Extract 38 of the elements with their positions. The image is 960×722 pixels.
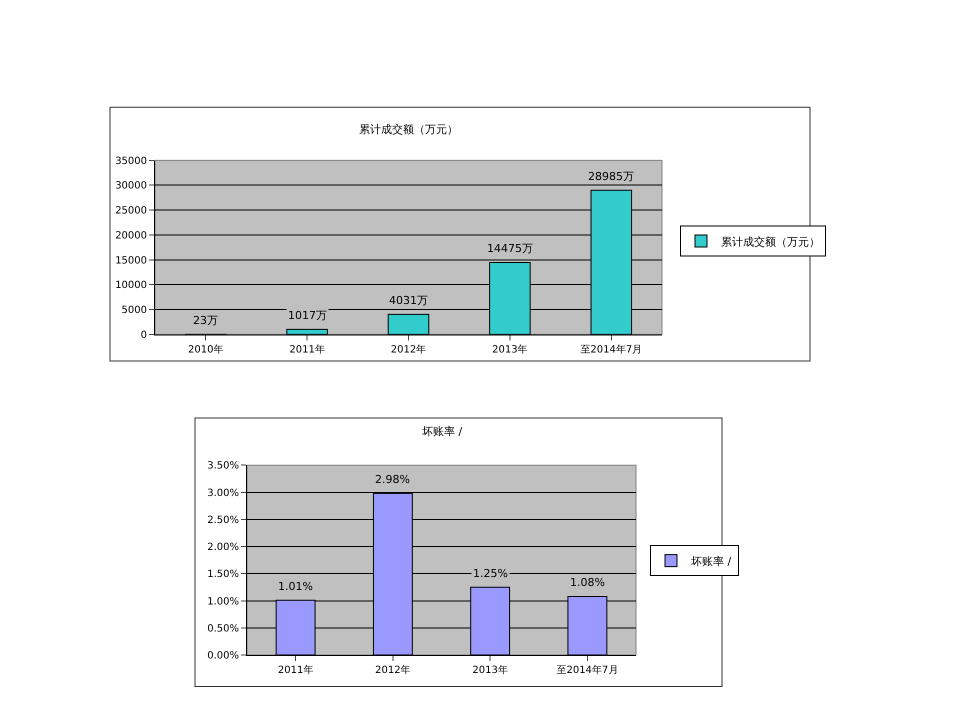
y-tick-label: 0.00%	[207, 650, 239, 662]
x-tick-label: 2011年	[289, 343, 325, 356]
legend-label: 累计成交额（万元）	[721, 235, 820, 248]
y-tick-label: 2.50%	[207, 514, 239, 526]
y-tick-label: 30000	[115, 180, 147, 192]
y-tick-label: 15000	[115, 255, 147, 266]
y-tick-label: 1.50%	[207, 569, 239, 580]
x-tick-label: 至2014年7月	[556, 664, 618, 676]
x-tick-label: 2011年	[278, 664, 314, 676]
y-tick-label: 5000	[122, 305, 147, 316]
y-tick-label: 1.00%	[207, 596, 239, 608]
y-tick-label: 2.00%	[207, 542, 239, 554]
data-label: 1017万	[288, 309, 327, 322]
data-label: 23万	[193, 314, 218, 327]
chart-title: 累计成交额（万元）	[359, 123, 458, 136]
data-label: 1.01%	[278, 580, 313, 593]
x-tick-label: 2010年	[188, 343, 224, 356]
data-label: 28985万	[588, 170, 634, 183]
y-tick-label: 3.00%	[207, 488, 239, 499]
y-tick-label: 25000	[115, 206, 147, 217]
y-tick-label: 0	[140, 330, 147, 341]
data-label: 1.25%	[473, 567, 508, 580]
legend-label: 坏账率 /	[690, 554, 732, 568]
x-tick-label: 2012年	[390, 343, 426, 356]
x-tick-label: 2013年	[472, 664, 508, 676]
chart-title: 坏账率 /	[421, 425, 462, 438]
x-tick-label: 2012年	[375, 664, 411, 676]
y-tick-label: 3.50%	[207, 460, 239, 472]
x-tick-label: 2013年	[492, 343, 528, 356]
data-label: 14475万	[487, 242, 533, 255]
y-tick-label: 20000	[115, 230, 147, 242]
y-tick-label: 35000	[115, 156, 147, 167]
y-tick-label: 0.50%	[207, 623, 239, 634]
x-tick-label: 至2014年7月	[580, 343, 642, 356]
data-label: 2.98%	[375, 473, 410, 486]
data-label: 1.08%	[570, 576, 605, 589]
y-tick-label: 10000	[115, 280, 147, 292]
data-label: 4031万	[389, 294, 428, 307]
